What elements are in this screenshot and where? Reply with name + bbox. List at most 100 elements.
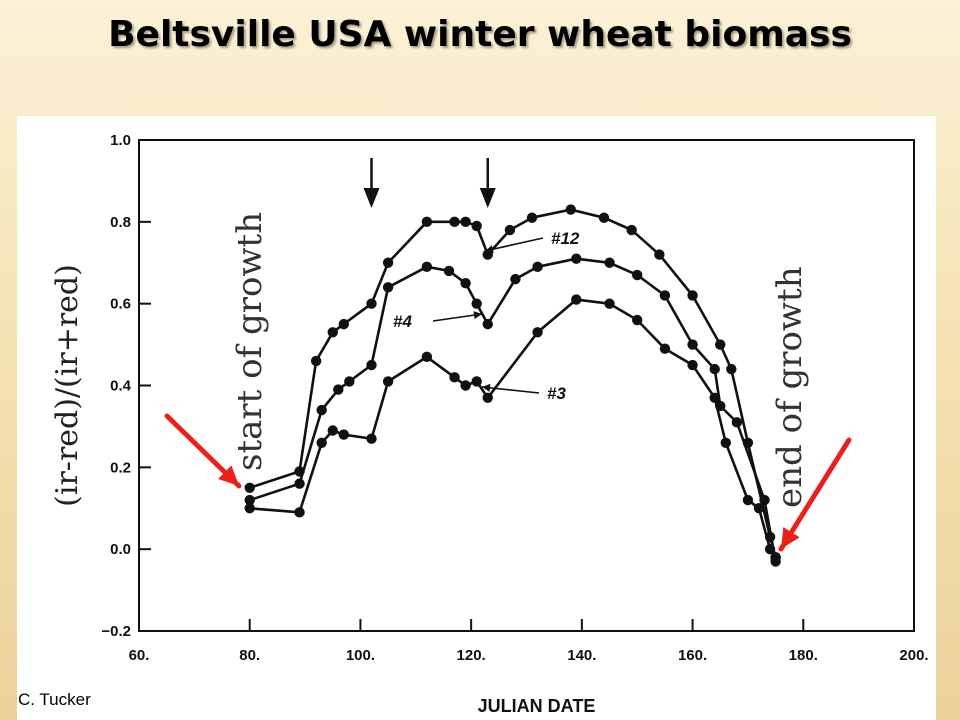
x-tick-label: 200. xyxy=(899,647,928,664)
data-point xyxy=(526,212,538,223)
data-point xyxy=(709,363,720,375)
x-tick-label: 100. xyxy=(346,647,375,664)
data-point xyxy=(759,494,770,506)
label-leader-head xyxy=(482,383,491,392)
data-point xyxy=(770,552,781,563)
end-red-arrow-shaft xyxy=(778,437,852,552)
data-point xyxy=(510,273,521,285)
data-point xyxy=(687,359,698,371)
data-point xyxy=(366,433,377,444)
y-tick-label: 0.6 xyxy=(110,296,131,313)
data-point xyxy=(366,298,377,309)
data-point xyxy=(244,494,255,506)
data-point xyxy=(726,363,737,375)
axes: −0.2 0.0 0.2 0.4 0.6 0.8 1.0 60. 80. 100. 120. 140.… xyxy=(50,132,929,716)
label-leader-head xyxy=(473,311,482,320)
y-tick-label: 0.8 xyxy=(110,214,131,231)
end-of-growth-annotation: end of growth xyxy=(770,266,810,508)
data-point xyxy=(460,216,471,228)
label-leader xyxy=(484,237,544,252)
ndvi-line-chart: −0.2 0.0 0.2 0.4 0.6 0.8 1.0 60. 80. 100. 120. 140.… xyxy=(50,132,929,716)
data-point xyxy=(604,298,615,309)
series-2 xyxy=(244,253,781,567)
x-tick-label: 140. xyxy=(567,647,596,664)
x-axis-title: JULIAN DATE xyxy=(478,696,596,716)
data-point xyxy=(366,359,377,371)
data-point xyxy=(327,425,338,436)
x-tick-label: 80. xyxy=(239,647,260,664)
data-point xyxy=(310,355,322,367)
data-point xyxy=(316,437,327,448)
label-leader xyxy=(432,313,483,322)
slide-title: Beltsville USA winter wheat biomass xyxy=(108,14,852,55)
series-label: #4 xyxy=(393,312,412,331)
data-point xyxy=(471,376,482,387)
start-of-growth-annotation: start of growth xyxy=(230,212,270,471)
data-point xyxy=(421,216,433,228)
y-tick-label: 0.2 xyxy=(110,459,131,476)
y-axis-title: (ir-red)/(ir+red) xyxy=(50,264,85,507)
data-point xyxy=(598,212,610,223)
data-point xyxy=(344,376,355,387)
data-point xyxy=(382,257,394,268)
end-red-arrow-head xyxy=(781,527,800,549)
data-point xyxy=(382,282,394,293)
data-point xyxy=(731,417,743,428)
data-point xyxy=(764,543,776,555)
event-arrow-head xyxy=(363,188,380,208)
data-point xyxy=(382,376,394,387)
data-point xyxy=(715,339,726,350)
image-credit: C. Tucker xyxy=(18,690,91,709)
series-layer xyxy=(244,204,781,567)
data-point xyxy=(687,339,698,350)
data-point xyxy=(327,327,338,338)
series-label: #12 xyxy=(551,229,580,248)
event-arrow-head xyxy=(479,188,496,208)
series-line xyxy=(249,208,777,558)
data-point xyxy=(504,224,516,236)
data-point xyxy=(471,220,482,232)
data-point xyxy=(604,257,615,268)
label-leader-head xyxy=(485,245,494,254)
data-point xyxy=(626,224,637,236)
data-point xyxy=(709,392,720,403)
data-point xyxy=(532,261,543,273)
data-point xyxy=(571,294,582,305)
data-point xyxy=(632,314,643,326)
data-point xyxy=(460,278,471,289)
x-tick-label: 60. xyxy=(129,647,150,664)
data-point xyxy=(338,429,350,440)
x-tick-label: 180. xyxy=(789,647,818,664)
data-point xyxy=(316,404,327,416)
data-point xyxy=(421,261,433,273)
data-point xyxy=(443,265,455,277)
start-red-arrow-head xyxy=(218,465,239,486)
data-point xyxy=(333,384,344,395)
y-tick-label: 0.4 xyxy=(110,378,132,395)
series-3 xyxy=(244,294,781,563)
label-leader xyxy=(481,386,540,394)
data-point xyxy=(244,482,255,493)
data-point xyxy=(654,249,665,260)
data-point xyxy=(449,372,460,383)
data-point xyxy=(471,298,482,309)
data-point xyxy=(482,318,493,330)
x-tick-label: 120. xyxy=(457,647,486,664)
series-label: #3 xyxy=(547,384,566,403)
annotation-layer: #12 #4 #3 start of growth end of growth xyxy=(164,158,852,552)
data-point xyxy=(742,494,754,506)
data-point xyxy=(753,503,765,514)
data-point xyxy=(421,351,433,363)
data-point xyxy=(460,380,471,391)
data-point xyxy=(659,343,671,354)
data-point xyxy=(338,318,350,330)
data-point xyxy=(449,216,460,228)
data-point xyxy=(687,290,698,301)
y-tick-label: 0.0 xyxy=(110,541,131,558)
data-point xyxy=(482,392,493,403)
data-point xyxy=(571,253,582,264)
data-point xyxy=(244,503,255,514)
y-tick-label: −0.2 xyxy=(101,623,131,640)
data-point xyxy=(294,478,305,489)
data-point xyxy=(659,290,671,301)
